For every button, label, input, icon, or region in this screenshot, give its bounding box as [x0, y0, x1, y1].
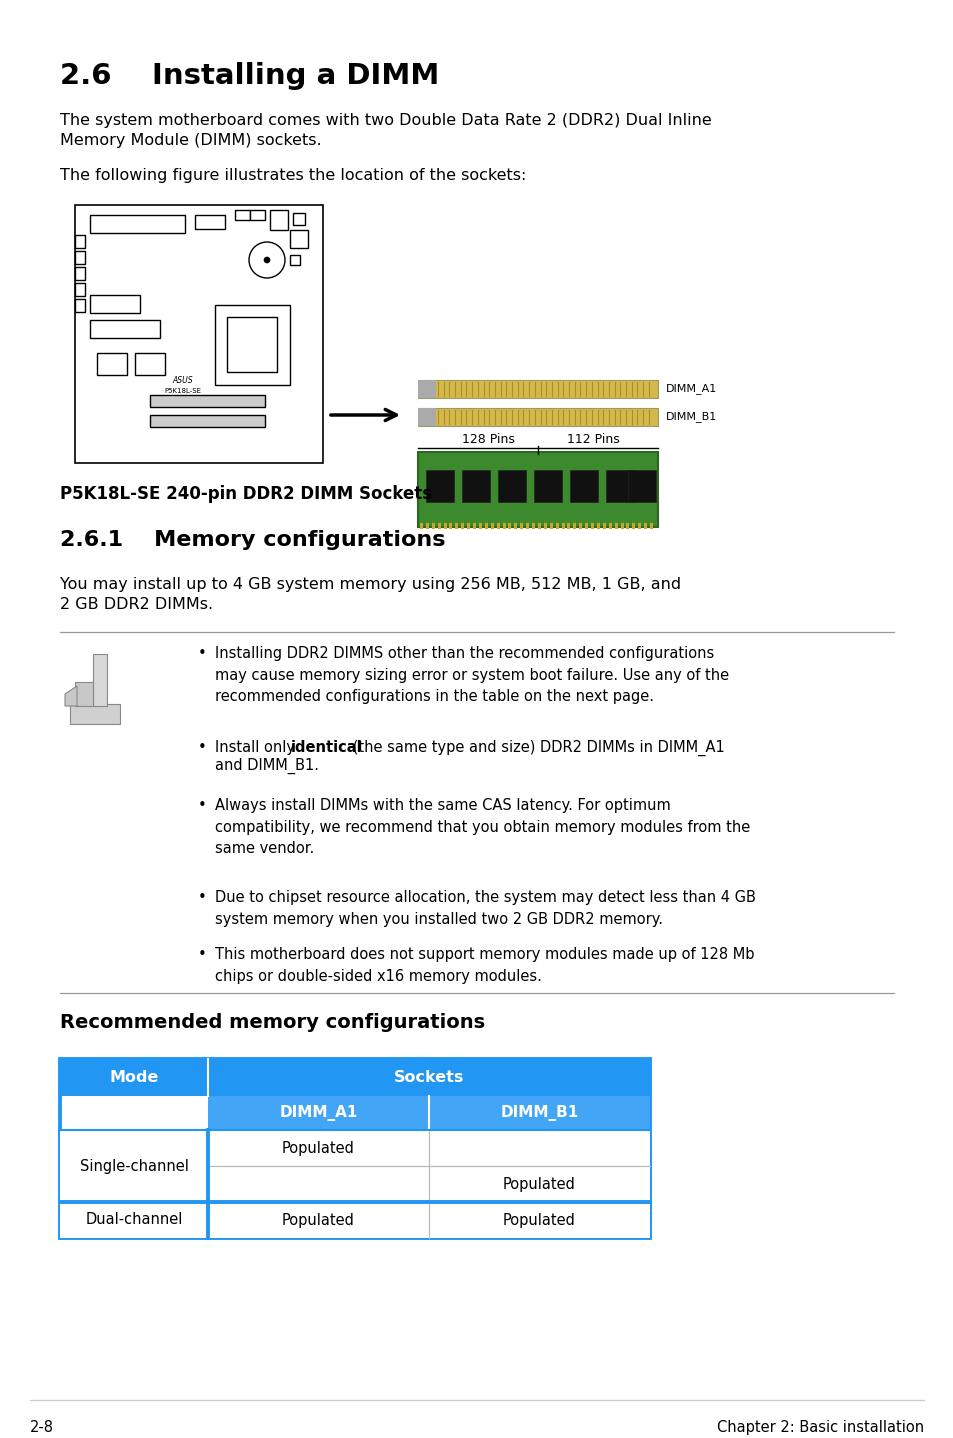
Text: DIMM_A1: DIMM_A1	[665, 384, 717, 394]
Text: Always install DIMMs with the same CAS latency. For optimum
compatibility, we re: Always install DIMMs with the same CAS l…	[214, 798, 749, 856]
Text: Install only: Install only	[214, 741, 299, 755]
Circle shape	[264, 257, 270, 263]
Text: 2.6    Installing a DIMM: 2.6 Installing a DIMM	[60, 62, 439, 91]
FancyBboxPatch shape	[75, 234, 85, 247]
FancyBboxPatch shape	[605, 470, 634, 502]
FancyBboxPatch shape	[75, 267, 85, 280]
FancyBboxPatch shape	[569, 470, 598, 502]
FancyBboxPatch shape	[234, 210, 250, 220]
FancyBboxPatch shape	[497, 470, 525, 502]
Text: Chapter 2: Basic installation: Chapter 2: Basic installation	[716, 1419, 923, 1435]
Text: Single-channel: Single-channel	[79, 1159, 189, 1173]
FancyBboxPatch shape	[417, 408, 436, 426]
Text: Sockets: Sockets	[394, 1070, 464, 1086]
FancyBboxPatch shape	[90, 321, 160, 338]
FancyBboxPatch shape	[426, 470, 454, 502]
Polygon shape	[75, 206, 323, 463]
Text: Installing DDR2 DIMMS other than the recommended configurations
may cause memory: Installing DDR2 DIMMS other than the rec…	[214, 646, 728, 705]
FancyBboxPatch shape	[97, 352, 127, 375]
FancyBboxPatch shape	[227, 316, 276, 372]
FancyBboxPatch shape	[75, 252, 85, 265]
Text: P5K18L-SE: P5K18L-SE	[164, 388, 201, 394]
Text: (the same type and size) DDR2 DIMMs in DIMM_A1: (the same type and size) DDR2 DIMMs in D…	[348, 741, 723, 756]
FancyBboxPatch shape	[293, 213, 305, 224]
Polygon shape	[70, 705, 120, 723]
Polygon shape	[75, 682, 92, 706]
Text: •: •	[198, 948, 207, 962]
Text: P5K18L-SE 240-pin DDR2 DIMM Sockets: P5K18L-SE 240-pin DDR2 DIMM Sockets	[60, 485, 432, 503]
Text: Populated: Populated	[282, 1140, 355, 1156]
Text: Populated: Populated	[282, 1212, 355, 1228]
FancyBboxPatch shape	[270, 210, 288, 230]
Polygon shape	[92, 654, 107, 706]
Text: •: •	[198, 646, 207, 661]
FancyBboxPatch shape	[534, 470, 561, 502]
FancyBboxPatch shape	[208, 1096, 649, 1130]
Text: Mode: Mode	[110, 1070, 158, 1086]
Text: Due to chipset resource allocation, the system may detect less than 4 GB
system : Due to chipset resource allocation, the …	[214, 890, 755, 926]
Text: Dual-channel: Dual-channel	[85, 1212, 182, 1228]
FancyBboxPatch shape	[417, 452, 658, 526]
FancyBboxPatch shape	[90, 295, 140, 313]
Text: Memory Module (DIMM) sockets.: Memory Module (DIMM) sockets.	[60, 132, 321, 148]
Text: DIMM_A1: DIMM_A1	[279, 1104, 357, 1122]
Text: You may install up to 4 GB system memory using 256 MB, 512 MB, 1 GB, and: You may install up to 4 GB system memory…	[60, 577, 680, 592]
Circle shape	[249, 242, 285, 278]
Text: and DIMM_B1.: and DIMM_B1.	[214, 758, 318, 774]
Text: 2 GB DDR2 DIMMs.: 2 GB DDR2 DIMMs.	[60, 597, 213, 613]
FancyBboxPatch shape	[417, 380, 658, 398]
Text: DIMM_B1: DIMM_B1	[665, 411, 717, 423]
Text: DIMM_B1: DIMM_B1	[500, 1104, 578, 1122]
FancyBboxPatch shape	[150, 395, 265, 407]
Text: •: •	[198, 890, 207, 905]
FancyBboxPatch shape	[75, 299, 85, 312]
FancyBboxPatch shape	[135, 352, 165, 375]
FancyBboxPatch shape	[214, 305, 290, 385]
FancyBboxPatch shape	[60, 1130, 649, 1166]
Text: This motherboard does not support memory modules made up of 128 Mb
chips or doub: This motherboard does not support memory…	[214, 948, 754, 984]
FancyBboxPatch shape	[60, 1058, 649, 1096]
Text: Recommended memory configurations: Recommended memory configurations	[60, 1012, 485, 1032]
FancyBboxPatch shape	[461, 470, 490, 502]
Text: identical: identical	[291, 741, 362, 755]
Text: Populated: Populated	[502, 1176, 576, 1192]
FancyBboxPatch shape	[75, 283, 85, 296]
Text: •: •	[198, 798, 207, 812]
Text: The system motherboard comes with two Double Data Rate 2 (DDR2) Dual Inline: The system motherboard comes with two Do…	[60, 114, 711, 128]
Text: 112 Pins: 112 Pins	[566, 433, 618, 446]
FancyBboxPatch shape	[90, 216, 185, 233]
FancyBboxPatch shape	[290, 255, 299, 265]
Text: 2.6.1    Memory configurations: 2.6.1 Memory configurations	[60, 531, 445, 549]
Text: 2-8: 2-8	[30, 1419, 54, 1435]
FancyBboxPatch shape	[417, 408, 658, 426]
FancyBboxPatch shape	[250, 210, 265, 220]
FancyBboxPatch shape	[60, 1058, 649, 1238]
Text: 128 Pins: 128 Pins	[461, 433, 514, 446]
Text: The following figure illustrates the location of the sockets:: The following figure illustrates the loc…	[60, 168, 526, 183]
Text: •: •	[198, 741, 207, 755]
Text: Populated: Populated	[502, 1212, 576, 1228]
FancyBboxPatch shape	[194, 216, 225, 229]
FancyBboxPatch shape	[627, 470, 656, 502]
FancyBboxPatch shape	[60, 1166, 649, 1202]
Text: ASUS: ASUS	[172, 375, 193, 385]
FancyBboxPatch shape	[150, 416, 265, 427]
FancyBboxPatch shape	[60, 1202, 649, 1238]
Polygon shape	[65, 686, 77, 706]
FancyBboxPatch shape	[417, 380, 436, 398]
FancyBboxPatch shape	[290, 230, 308, 247]
